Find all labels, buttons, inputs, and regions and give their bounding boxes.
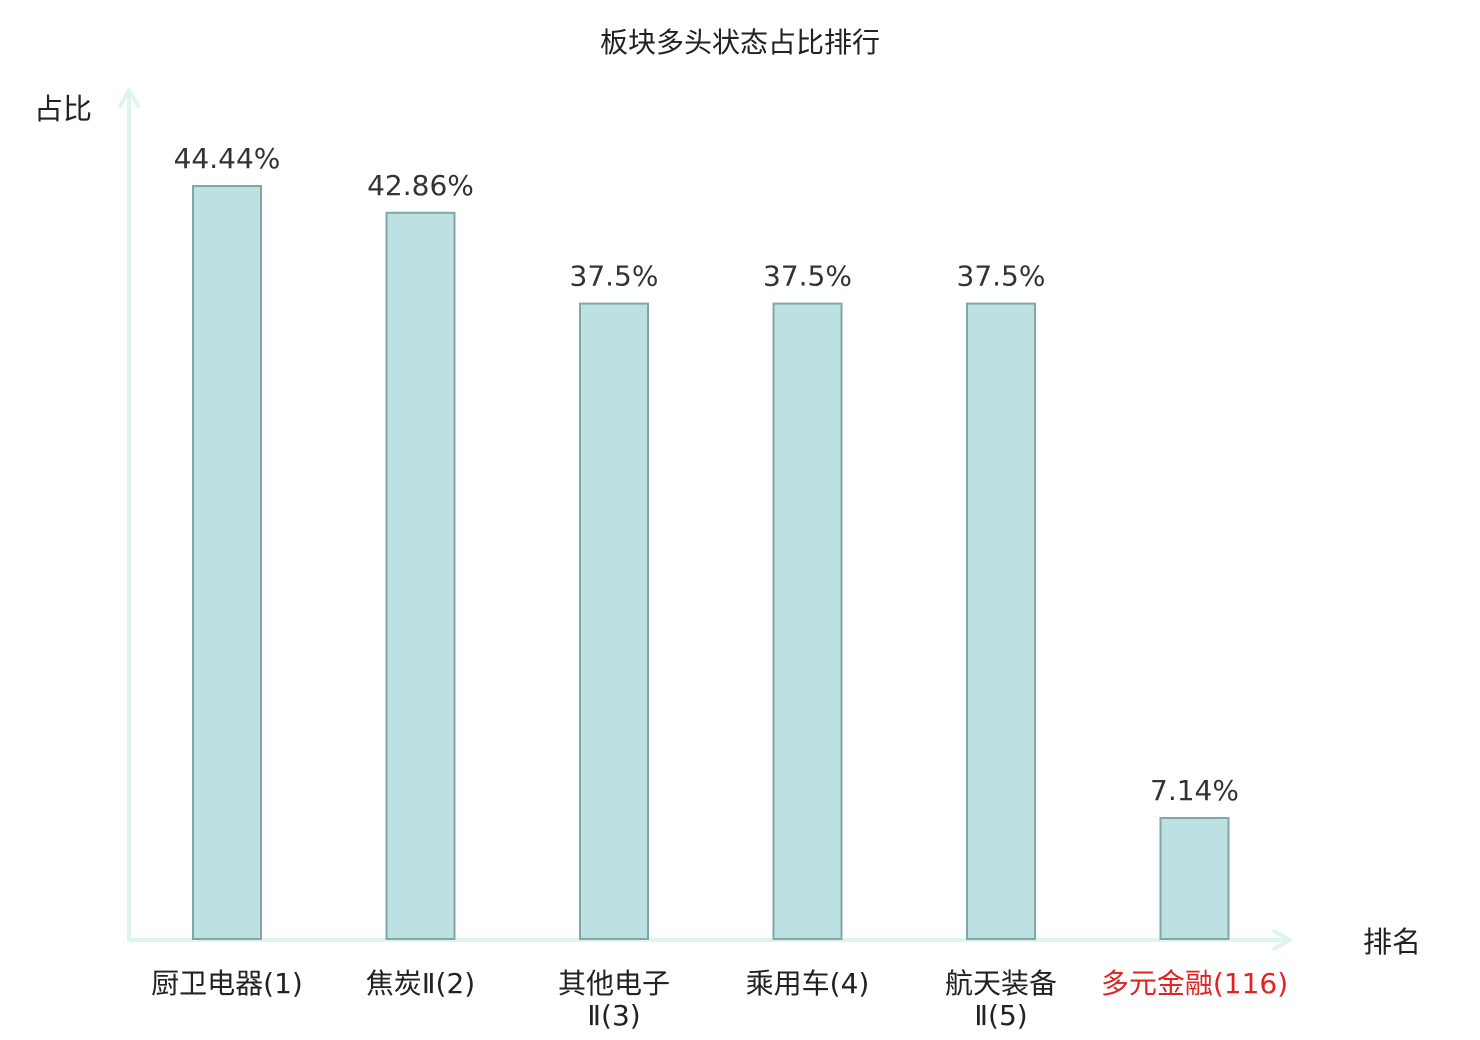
x-tick-label-3: 其他电子 Ⅱ(3) — [558, 967, 670, 1032]
data-label-5: 37.5% — [957, 260, 1046, 293]
x-tick-label-1: 厨卫电器(1) — [151, 967, 303, 1000]
bar-3 — [579, 302, 649, 941]
data-label-2: 42.86% — [367, 169, 474, 202]
x-axis-label: 排名 — [1363, 925, 1421, 959]
data-label-6: 7.14% — [1150, 774, 1239, 807]
chart-title: 板块多头状态占比排行 — [600, 26, 880, 59]
data-label-4: 37.5% — [763, 260, 852, 293]
x-tick-label-4: 乘用车(4) — [746, 967, 870, 1000]
x-tick-label-2: 焦炭Ⅱ(2) — [366, 967, 475, 1000]
data-label-3: 37.5% — [570, 260, 659, 293]
x-tick-label-6: 多元金融(116) — [1101, 967, 1288, 1000]
bar-6 — [1159, 817, 1230, 940]
y-axis-arrow — [118, 88, 140, 108]
bar-4 — [772, 302, 843, 941]
bar-2 — [385, 211, 456, 941]
bar-1 — [192, 185, 262, 940]
x-axis-arrow — [1272, 929, 1292, 951]
y-axis-label: 占比 — [34, 92, 92, 126]
x-tick-label-5: 航天装备 Ⅱ(5) — [945, 967, 1057, 1032]
bar-5 — [966, 302, 1036, 941]
data-label-1: 44.44% — [174, 142, 281, 175]
